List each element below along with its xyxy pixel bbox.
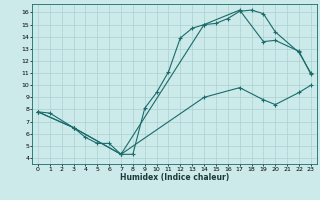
X-axis label: Humidex (Indice chaleur): Humidex (Indice chaleur) [120,173,229,182]
